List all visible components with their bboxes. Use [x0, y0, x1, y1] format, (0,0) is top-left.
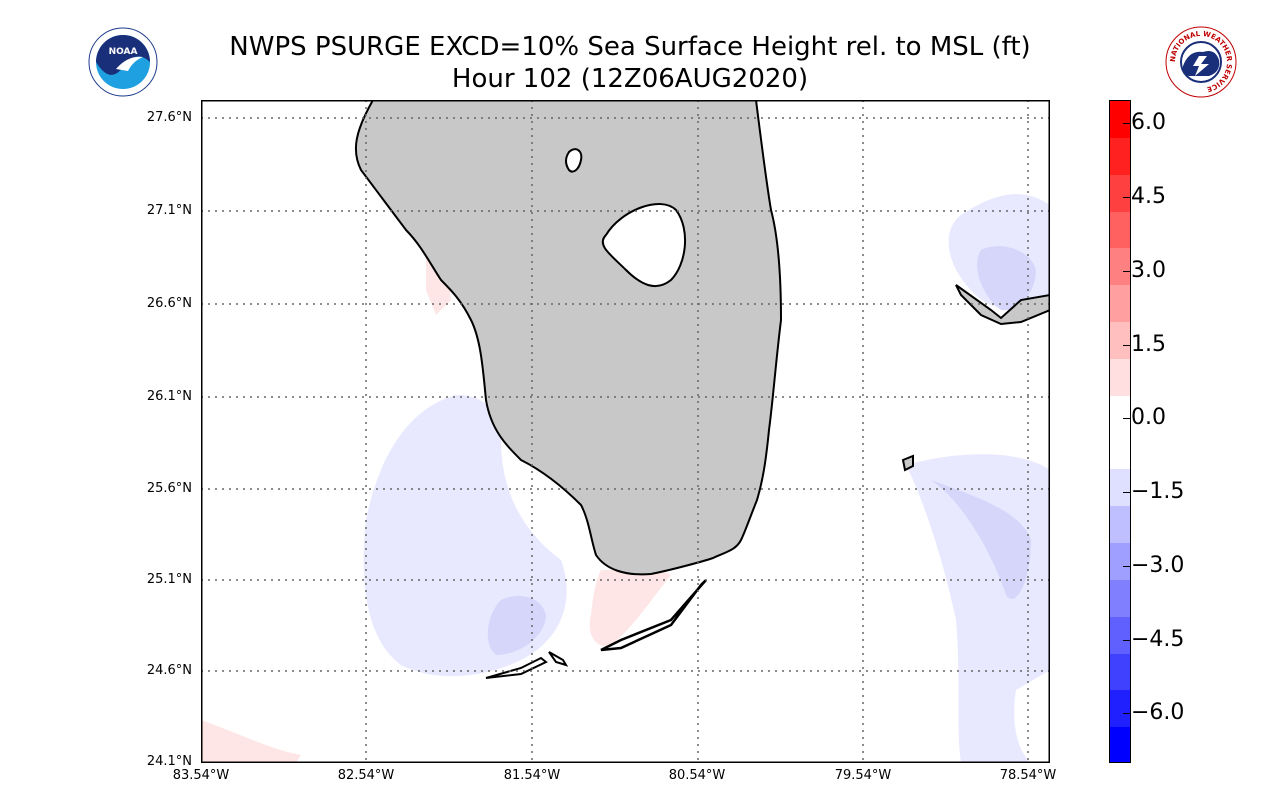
- lat-label: 24.1°N: [146, 754, 192, 769]
- colorbar-tickmark: [1123, 713, 1131, 714]
- lat-label: 25.6°N: [146, 481, 192, 496]
- lon-label: 78.54°W: [999, 768, 1057, 783]
- dry-tortugas-keys: [485, 656, 548, 679]
- colorbar-tickmark: [1123, 197, 1131, 198]
- lon-label: 80.54°W: [668, 768, 726, 783]
- colorbar-tick-label: −6.0: [1131, 700, 1185, 725]
- colorbar-tickmark: [1123, 566, 1131, 567]
- colorbar-band: [1110, 727, 1130, 762]
- colorbar-tick-label: 4.5: [1131, 184, 1166, 209]
- colorbar-band: [1110, 174, 1130, 212]
- colorbar-tickmark: [1123, 271, 1131, 272]
- colorbar-band: [1110, 506, 1130, 544]
- colorbar-band: [1110, 469, 1130, 507]
- colorbar-tick-label: −4.5: [1131, 627, 1185, 652]
- colorbar-band: [1110, 285, 1130, 323]
- florida-keys: [600, 579, 707, 652]
- grand-bahama: [955, 284, 1050, 326]
- colorbar: [1109, 100, 1131, 763]
- bahamas-negative-surge-south-core: [931, 480, 1031, 599]
- keys-positive-surge: [589, 569, 671, 646]
- chart-title: NWPS PSURGE EXCD=10% Sea Surface Height …: [229, 32, 1031, 62]
- colorbar-band: [1110, 395, 1130, 433]
- colorbar-tick-label: −3.0: [1131, 553, 1185, 578]
- lat-label: 26.6°N: [146, 296, 192, 311]
- colorbar-band: [1110, 543, 1130, 581]
- inland-lake: [565, 148, 583, 173]
- lon-label: 82.54°W: [337, 768, 395, 783]
- colorbar-tick-label: 1.5: [1131, 332, 1166, 357]
- colorbar-band: [1110, 211, 1130, 249]
- lake-okeechobee: [601, 203, 687, 288]
- colorbar-tick-label: 3.0: [1131, 258, 1166, 283]
- noaa-logo: NOAA: [88, 27, 158, 97]
- lat-label: 24.6°N: [146, 663, 192, 678]
- colorbar-band: [1110, 690, 1130, 728]
- lat-label: 27.6°N: [146, 110, 192, 125]
- lon-label: 83.54°W: [172, 768, 230, 783]
- bimini: [901, 454, 914, 472]
- nws-logo: NATIONAL WEATHER SERVICE: [1165, 26, 1237, 98]
- colorbar-band: [1110, 653, 1130, 691]
- colorbar-band: [1110, 137, 1130, 176]
- colorbar-band: [1110, 322, 1130, 360]
- lat-label: 26.1°N: [146, 389, 192, 404]
- map-border: [201, 100, 1050, 763]
- colorbar-tickmark: [1123, 418, 1131, 419]
- chart-subtitle: Hour 102 (12Z06AUG2020): [451, 64, 809, 94]
- lon-label: 81.54°W: [503, 768, 561, 783]
- colorbar-tickmark: [1123, 492, 1131, 493]
- noaa-logo-text: NOAA: [109, 47, 138, 57]
- colorbar-band: [1110, 616, 1130, 654]
- colorbar-band: [1110, 101, 1130, 139]
- colorbar-tick-label: 0.0: [1131, 405, 1166, 430]
- colorbar-tickmark: [1123, 345, 1131, 346]
- southwest-positive-surge: [201, 720, 301, 763]
- bahamas-negative-surge-north-core: [977, 246, 1036, 311]
- colorbar-band: [1110, 432, 1130, 470]
- surge-map: [201, 100, 1050, 763]
- colorbar-tickmark: [1123, 123, 1131, 124]
- lat-label: 25.1°N: [146, 572, 192, 587]
- colorbar-tickmark: [1123, 640, 1131, 641]
- colorbar-tick-label: 6.0: [1131, 110, 1166, 135]
- colorbar-band: [1110, 579, 1130, 618]
- colorbar-band: [1110, 358, 1130, 397]
- colorbar-band: [1110, 248, 1130, 286]
- lat-label: 27.1°N: [146, 203, 192, 218]
- graticule: [201, 100, 1050, 763]
- lon-label: 79.54°W: [834, 768, 892, 783]
- colorbar-tick-label: −1.5: [1131, 479, 1185, 504]
